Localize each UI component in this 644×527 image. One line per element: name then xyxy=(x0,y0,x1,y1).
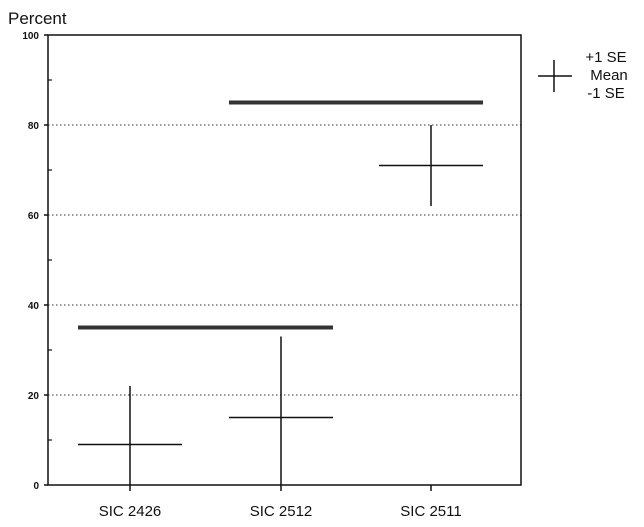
grid-lines xyxy=(48,124,521,396)
error-bars xyxy=(78,125,483,485)
y-tick-label: 60 xyxy=(28,211,40,222)
y-tick-label: 0 xyxy=(33,481,39,492)
x-category-label: SIC 2511 xyxy=(400,503,461,520)
y-tick-label: 40 xyxy=(28,301,40,312)
y-tick-label: 20 xyxy=(28,391,40,402)
y-tick-label: 100 xyxy=(22,31,39,42)
legend-item-plus-se: +1 SE xyxy=(585,49,626,66)
legend-item-mean: Mean xyxy=(590,67,628,84)
y-tick-label: 80 xyxy=(28,121,40,132)
legend-item-minus-se: -1 SE xyxy=(587,85,625,102)
group-bars xyxy=(78,100,483,330)
legend: +1 SE Mean -1 SE xyxy=(538,49,628,102)
y-axis-label: Percent xyxy=(8,9,67,28)
x-category-label: SIC 2426 xyxy=(99,503,162,520)
y-axis: 0 20 40 60 80 100 xyxy=(22,31,52,492)
x-category-label: SIC 2512 xyxy=(250,503,313,520)
x-axis: SIC 2426 SIC 2512 SIC 2511 xyxy=(99,485,462,520)
